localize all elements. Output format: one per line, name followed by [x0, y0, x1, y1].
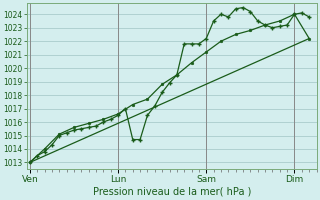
- X-axis label: Pression niveau de la mer( hPa ): Pression niveau de la mer( hPa ): [92, 187, 251, 197]
